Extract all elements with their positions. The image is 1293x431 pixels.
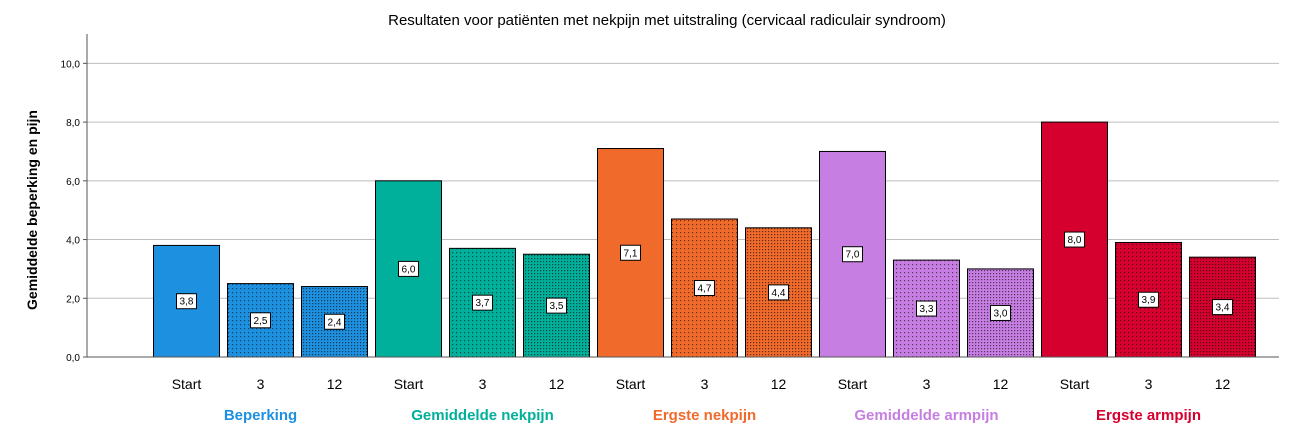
data-label: 3,3 (920, 304, 934, 315)
data-label: 2,4 (328, 317, 342, 328)
data-label: 3,4 (1216, 303, 1230, 314)
data-label-box (916, 300, 937, 317)
data-label: 7,0 (846, 250, 860, 261)
group-label: Ergste nekpijn (653, 407, 756, 424)
data-label-box (472, 294, 493, 311)
data-label: 4,7 (698, 283, 712, 294)
x-tick-label: 3 (1145, 376, 1153, 392)
data-label-box (324, 313, 345, 330)
data-label-box (176, 293, 197, 310)
data-label-box (1064, 231, 1085, 248)
x-tick-label: 3 (479, 376, 487, 392)
data-label: 8,0 (1068, 235, 1082, 246)
x-tick-label: 12 (771, 376, 787, 392)
x-tick-label: Start (838, 376, 868, 392)
y-tick-label: 0,0 (66, 353, 80, 364)
group-label: Gemiddelde armpijn (854, 407, 998, 424)
x-tick-label: 12 (549, 376, 565, 392)
x-tick-label: Start (394, 376, 424, 392)
data-label: 3,0 (994, 308, 1008, 319)
data-label: 3,7 (476, 298, 490, 309)
y-tick-label: 4,0 (66, 236, 80, 247)
y-axis-ticks: 0,0 2,0 4,0 6,0 8,0 10,0 (61, 59, 87, 364)
chart-title: Resultaten voor patiënten met nekpijn me… (388, 12, 946, 29)
x-tick-label: 12 (993, 376, 1009, 392)
data-label-box (620, 244, 641, 261)
x-tick-label: 12 (327, 376, 343, 392)
data-label: 6,0 (402, 264, 416, 275)
y-tick-label: 8,0 (66, 118, 80, 129)
data-label-box (250, 312, 271, 329)
group-label: Gemiddelde nekpijn (411, 407, 554, 424)
x-tick-label: 3 (923, 376, 931, 392)
x-tick-label: Start (172, 376, 202, 392)
data-label: 3,8 (180, 297, 194, 308)
data-label-box (398, 260, 419, 277)
group-label: Ergste armpijn (1096, 407, 1201, 424)
y-axis-label: Gemiddelde beperking en pijn (24, 110, 40, 310)
data-label-box (842, 246, 863, 263)
x-tick-label: 3 (257, 376, 265, 392)
x-tick-label: Start (1060, 376, 1090, 392)
group-labels: Beperking Gemiddelde nekpijn Ergste nekpij… (224, 407, 1201, 424)
data-label: 7,1 (624, 248, 638, 259)
data-label-box (768, 284, 789, 301)
y-tick-label: 10,0 (61, 59, 81, 70)
group-label: Beperking (224, 407, 297, 424)
x-tick-label: Start (616, 376, 646, 392)
x-tick-label: 12 (1215, 376, 1231, 392)
data-label-box (546, 297, 567, 314)
data-label-box (1212, 299, 1233, 316)
x-axis-ticks: Start 3 12 Start 3 12 Start 3 12 Start 3 12 Start 3 12 (172, 376, 1231, 392)
data-label: 4,4 (772, 288, 786, 299)
data-label: 3,9 (1142, 295, 1156, 306)
x-tick-label: 3 (701, 376, 709, 392)
data-label: 3,5 (550, 301, 564, 312)
data-label-box (1138, 291, 1159, 308)
data-label: 2,5 (254, 316, 268, 327)
y-tick-label: 6,0 (66, 177, 80, 188)
y-tick-label: 2,0 (66, 294, 80, 305)
bars: 3,8 2,5 2,4 6,0 3,7 3,5 7,1 4,7 4,4 7,0 3,3 3,0 8,0 3… (153, 121, 1256, 358)
data-label-box (990, 304, 1011, 321)
data-label-box (694, 279, 715, 296)
